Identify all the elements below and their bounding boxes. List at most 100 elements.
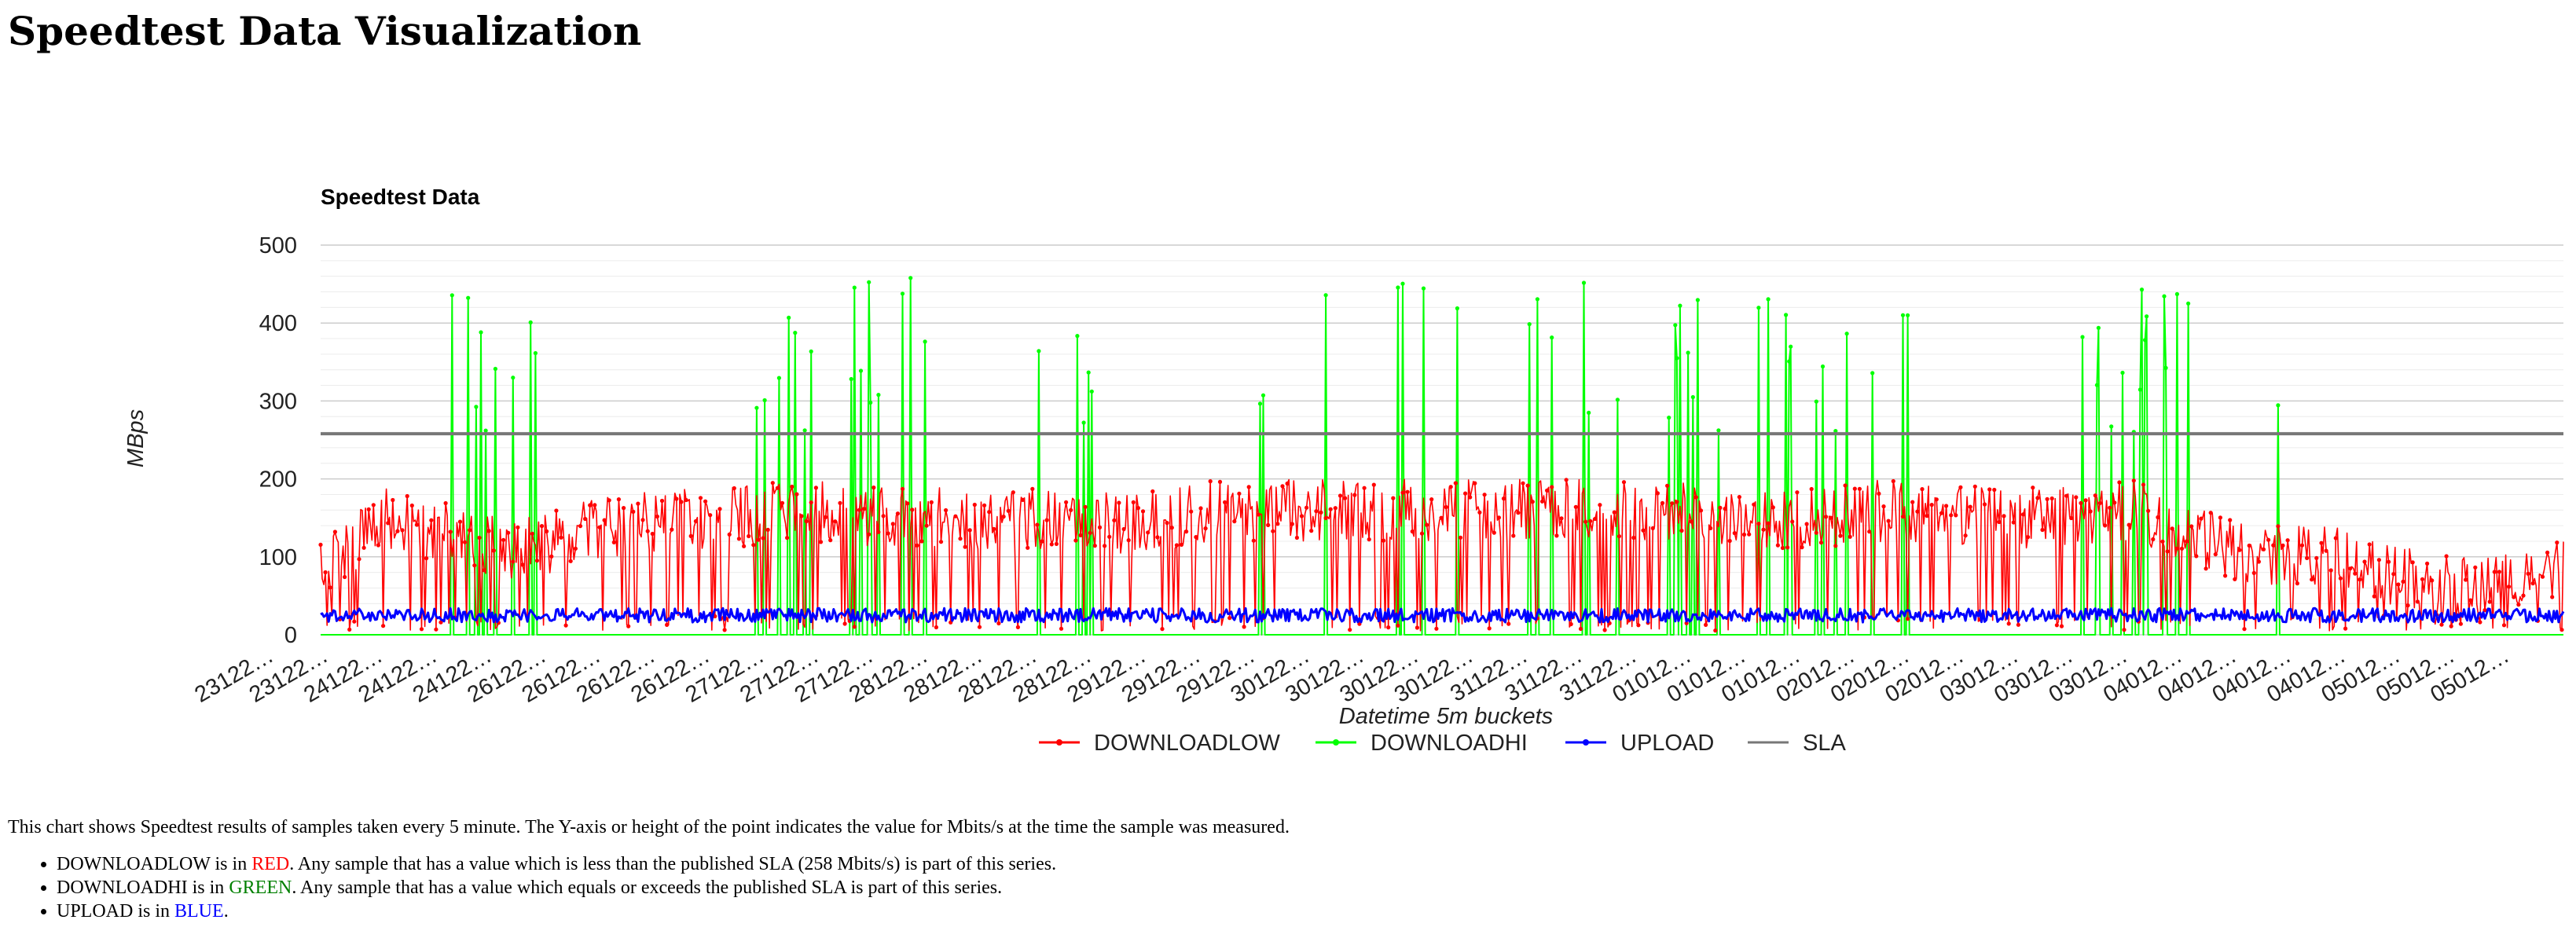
- downloadlow-point: [1593, 516, 1598, 522]
- downloadlow-point: [2045, 496, 2049, 501]
- downloadlow-point: [2487, 599, 2492, 604]
- downloadlow-point: [400, 528, 405, 533]
- downloadlow-point: [1704, 622, 1708, 628]
- downloadlow-point: [414, 522, 420, 527]
- downloadhi-point: [493, 366, 498, 372]
- downloadlow-point: [1367, 537, 1371, 542]
- downloadlow-point: [1477, 510, 1482, 515]
- downloadlow-point: [2299, 543, 2305, 548]
- downloadlow-point: [1906, 617, 1910, 621]
- downloadlow-point: [1217, 479, 1223, 485]
- downloadlow-point: [2449, 624, 2453, 628]
- y-tick-label: 400: [259, 311, 297, 336]
- downloadlow-point: [616, 497, 622, 502]
- downloadlow-point: [1054, 541, 1059, 547]
- series-notes-list: DOWNLOADLOW is in RED. Any sample that h…: [8, 852, 2523, 923]
- downloadlow-point: [1795, 490, 1800, 495]
- downloadlow-point: [2266, 537, 2271, 542]
- downloadlow-point: [2074, 495, 2079, 500]
- downloadlow-point: [1121, 526, 1126, 532]
- downloadlow-point: [1458, 535, 1463, 540]
- downloadlow-point: [1256, 512, 1260, 517]
- downloadlow-point: [2526, 571, 2530, 576]
- downloadhi-point: [776, 376, 782, 380]
- downloadlow-point: [1521, 481, 1525, 485]
- downloadlow-point: [722, 628, 727, 632]
- series-line-downloadhi: [321, 277, 2563, 636]
- downloadlow-point: [1030, 486, 1035, 492]
- downloadlow-point: [1131, 500, 1136, 505]
- note-text: . Any sample that has a value which equa…: [292, 878, 1003, 898]
- downloadlow-point: [1165, 521, 1169, 526]
- downloadhi-point: [868, 400, 873, 405]
- color-word-green: GREEN: [229, 878, 292, 898]
- page-title: Speedtest Data Visualization: [8, 8, 642, 54]
- speedtest-chart: Speedtest Data 0 100 200 300 400 500 23122…23…: [123, 185, 2565, 756]
- downloadlow-point: [2160, 539, 2165, 544]
- downloadhi-point: [1906, 313, 1910, 317]
- legend-item-sla[interactable]: SLA: [1748, 731, 1846, 756]
- downloadlow-point: [2016, 622, 2020, 627]
- legend-item-downloadlow[interactable]: DOWNLOADLOW: [1039, 731, 1280, 756]
- y-tick-label: 100: [259, 545, 297, 570]
- downloadhi-point: [787, 315, 791, 320]
- color-word-red: RED: [251, 854, 290, 874]
- downloadlow-point: [818, 540, 824, 544]
- downloadlow-point: [2170, 526, 2174, 531]
- downloadlow-point: [1425, 522, 1429, 527]
- downloadlow-point: [1636, 623, 1641, 628]
- downloadlow-point: [1939, 511, 1944, 515]
- downloadlow-point: [1285, 481, 1290, 486]
- downloadlow-point: [1693, 495, 1698, 500]
- downloadlow-point: [833, 519, 838, 524]
- legend-item-downloadhi[interactable]: DOWNLOADHI: [1316, 731, 1528, 756]
- downloadlow-point: [872, 485, 876, 490]
- y-tick-label: 0: [284, 623, 297, 648]
- downloadlow-point: [511, 559, 516, 564]
- downloadlow-point: [761, 536, 765, 540]
- downloadlow-point: [1689, 519, 1693, 524]
- downloadlow-point: [1040, 539, 1044, 544]
- downloadlow-point: [482, 568, 486, 573]
- legend-item-upload[interactable]: UPLOAD: [1565, 731, 1714, 756]
- downloadlow-point: [2112, 500, 2117, 505]
- downloadlow-point: [424, 556, 429, 561]
- downloadlow-point: [963, 544, 967, 549]
- downloadlow-point: [2358, 577, 2362, 582]
- downloadlow-point: [2179, 546, 2185, 551]
- downloadhi-point: [1690, 394, 1695, 400]
- downloadlow-point: [1328, 507, 1333, 511]
- downloadlow-point: [828, 538, 833, 543]
- downloadlow-point: [1179, 542, 1184, 548]
- downloadlow-point: [2464, 577, 2468, 582]
- downloadlow-point: [1737, 495, 1741, 500]
- downloadhi-point: [900, 291, 905, 296]
- downloadlow-point: [2261, 547, 2266, 551]
- downloadlow-point: [1583, 519, 1588, 524]
- downloadhi-point: [1695, 298, 1700, 302]
- downloadlow-point: [563, 623, 568, 628]
- downloadhi-point: [1075, 334, 1080, 339]
- downloadlow-point: [1818, 540, 1824, 545]
- downloadlow-point: [2376, 558, 2381, 562]
- downloadlow-point: [1020, 497, 1026, 503]
- downloadhi-point: [2139, 288, 2145, 292]
- downloadlow-point: [1492, 530, 1496, 535]
- downloadlow-point: [1396, 623, 1400, 628]
- downloadhi-point: [762, 398, 767, 403]
- downloadlow-point: [318, 542, 323, 548]
- downloadhi-point: [2186, 301, 2191, 306]
- downloadhi-point: [1037, 349, 1041, 354]
- downloadlow-point: [2310, 577, 2314, 582]
- downloadlow-point: [1169, 526, 1174, 530]
- downloadlow-point: [640, 518, 645, 522]
- downloadlow-point: [1035, 522, 1040, 527]
- downloadlow-point: [1275, 522, 1280, 526]
- downloadlow-point: [1246, 485, 1251, 489]
- y-axis-ticks: 0 100 200 300 400 500: [259, 233, 297, 648]
- downloadlow-point: [703, 499, 708, 504]
- downloadlow-point: [1203, 526, 1208, 531]
- downloadhi-point: [2143, 338, 2148, 343]
- downloadlow-point: [655, 514, 660, 519]
- downloadlow-point: [1804, 522, 1809, 526]
